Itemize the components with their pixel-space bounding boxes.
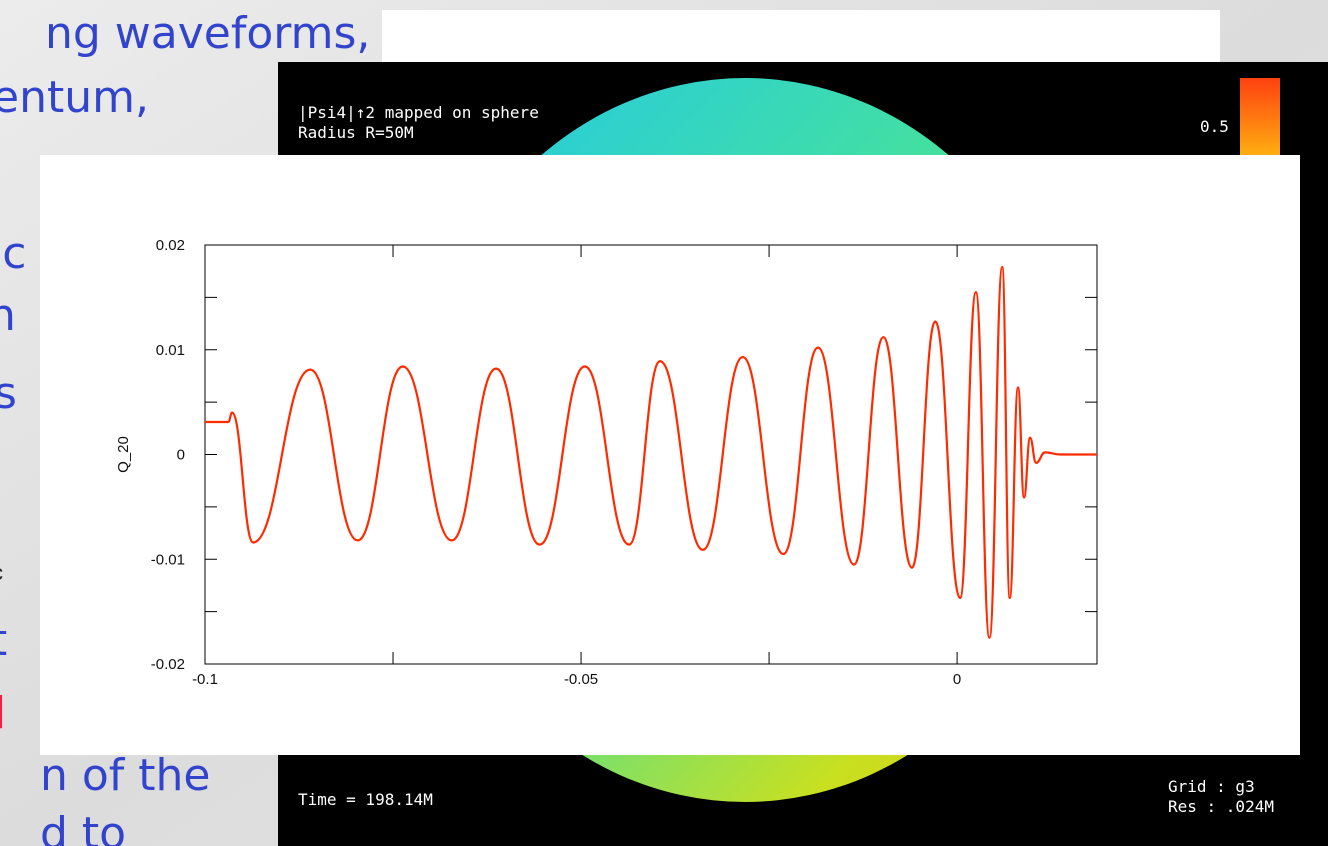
y-tick-label: 0: [177, 447, 185, 464]
colorbar: [1240, 78, 1280, 168]
y-axis-label: Q_20: [115, 436, 132, 473]
y-tick-label: -0.01: [151, 551, 185, 568]
slide-line: d to: [40, 808, 126, 846]
slide-line: l: [0, 688, 6, 739]
slide-line: s: [0, 368, 17, 419]
waveform: [205, 265, 1097, 639]
panel-title: |Psi4|↑2 mapped on sphere: [298, 103, 539, 122]
slide-line: t: [0, 615, 7, 666]
panel-grid: Grid : g3: [1168, 777, 1255, 796]
slide-line: n: [0, 290, 16, 341]
slide-line: entum,: [0, 72, 149, 123]
panel-res: Res : .024M: [1168, 797, 1274, 816]
x-tick-label: 0: [953, 671, 961, 688]
panel-time: Time = 198.14M: [298, 790, 433, 809]
slide-line: ng waveforms,: [45, 8, 370, 59]
slide-line: n of the: [40, 750, 210, 801]
y-tick-label: 0.02: [156, 237, 185, 254]
y-tick-label: 0.01: [156, 342, 185, 359]
x-tick-label: -0.05: [564, 671, 598, 688]
colorbar-label: 0.5: [1200, 117, 1229, 136]
slide-line: c: [0, 560, 3, 585]
white-box: [382, 10, 1220, 70]
slide-line: ic: [0, 228, 26, 279]
chart: -0.1 -0.05 0 -0.02 -0.01 0 0.01 0.02 Q_20: [115, 237, 1098, 688]
y-tick-label: -0.02: [151, 656, 185, 673]
x-tick-label: -0.1: [192, 671, 218, 688]
panel-radius: Radius R=50M: [298, 123, 414, 142]
